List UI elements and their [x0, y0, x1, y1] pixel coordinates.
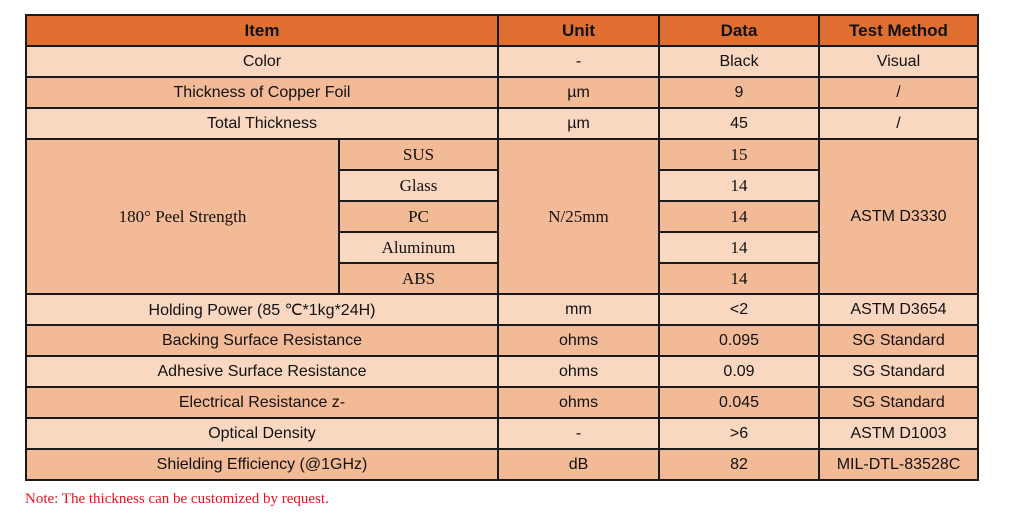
header-data: Data: [658, 14, 820, 47]
data-cell: Black: [658, 45, 820, 78]
peel-method-cell: ASTM D3330: [818, 138, 979, 295]
method-cell: /: [818, 107, 979, 140]
data-cell: 0.09: [658, 355, 820, 388]
item-cell: Holding Power (85 ℃*1kg*24H): [25, 293, 499, 326]
method-cell: SG Standard: [818, 355, 979, 388]
peel-item-cell: 180° Peel Strength: [25, 138, 340, 295]
method-cell: SG Standard: [818, 324, 979, 357]
peel-row: PC 14: [26, 200, 978, 233]
header-unit: Unit: [497, 14, 660, 47]
table-row: Thickness of Copper Foil µm 9 /: [25, 76, 979, 109]
header-item: Item: [25, 14, 499, 47]
peel-data: 14: [658, 231, 820, 264]
data-cell: 9: [658, 76, 820, 109]
spec-table: Item Unit Data Test Method Color - Black…: [25, 14, 979, 481]
data-cell: >6: [658, 417, 820, 450]
table-row: Adhesive Surface Resistance ohms 0.09 SG…: [25, 355, 979, 388]
item-cell: Electrical Resistance z-: [25, 386, 499, 419]
peel-substrate: PC: [338, 200, 499, 233]
header-row: Item Unit Data Test Method: [25, 14, 979, 47]
peel-data: 14: [658, 200, 820, 233]
table-row: Color - Black Visual: [25, 45, 979, 78]
method-cell: MIL-DTL-83528C: [818, 448, 979, 481]
data-cell: 0.095: [658, 324, 820, 357]
table-row: Backing Surface Resistance ohms 0.095 SG…: [25, 324, 979, 357]
item-cell: Thickness of Copper Foil: [25, 76, 499, 109]
method-cell: SG Standard: [818, 386, 979, 419]
peel-row: 180° Peel Strength SUS N/25mm 15 ASTM D3…: [25, 138, 979, 295]
item-cell: Adhesive Surface Resistance: [25, 355, 499, 388]
data-cell: 82: [658, 448, 820, 481]
peel-row: Glass 14: [26, 169, 978, 202]
peel-row: Aluminum 14: [26, 231, 978, 264]
peel-data: 14: [658, 169, 820, 202]
peel-data: 15: [658, 138, 820, 171]
unit-cell: dB: [497, 448, 660, 481]
method-cell: /: [818, 76, 979, 109]
unit-cell: µm: [497, 76, 660, 109]
item-cell: Color: [25, 45, 499, 78]
method-cell: ASTM D1003: [818, 417, 979, 450]
unit-cell: mm: [497, 293, 660, 326]
item-cell: Backing Surface Resistance: [25, 324, 499, 357]
unit-cell: µm: [497, 107, 660, 140]
method-cell: Visual: [818, 45, 979, 78]
data-cell: 0.045: [658, 386, 820, 419]
item-cell: Shielding Efficiency (@1GHz): [25, 448, 499, 481]
peel-substrate: SUS: [338, 138, 499, 171]
table-row: Optical Density - >6 ASTM D1003: [25, 417, 979, 450]
unit-cell: ohms: [497, 324, 660, 357]
unit-cell: -: [497, 417, 660, 450]
peel-substrate: Glass: [338, 169, 499, 202]
data-cell: <2: [658, 293, 820, 326]
table-row: Electrical Resistance z- ohms 0.045 SG S…: [25, 386, 979, 419]
item-cell: Optical Density: [25, 417, 499, 450]
unit-cell: -: [497, 45, 660, 78]
peel-substrate: ABS: [338, 262, 499, 295]
table-row: Total Thickness µm 45 /: [25, 107, 979, 140]
peel-row: ABS 14: [26, 262, 978, 295]
peel-substrate: Aluminum: [338, 231, 499, 264]
footnote: Note: The thickness can be customized by…: [25, 491, 329, 507]
unit-cell: ohms: [497, 386, 660, 419]
table-row: Holding Power (85 ℃*1kg*24H) mm <2 ASTM …: [25, 293, 979, 326]
data-cell: 45: [658, 107, 820, 140]
header-method: Test Method: [818, 14, 979, 47]
method-cell: ASTM D3654: [818, 293, 979, 326]
unit-cell: ohms: [497, 355, 660, 388]
peel-unit-cell: N/25mm: [497, 138, 660, 295]
table-row: Shielding Efficiency (@1GHz) dB 82 MIL-D…: [25, 448, 979, 481]
item-cell: Total Thickness: [25, 107, 499, 140]
peel-data: 14: [658, 262, 820, 295]
